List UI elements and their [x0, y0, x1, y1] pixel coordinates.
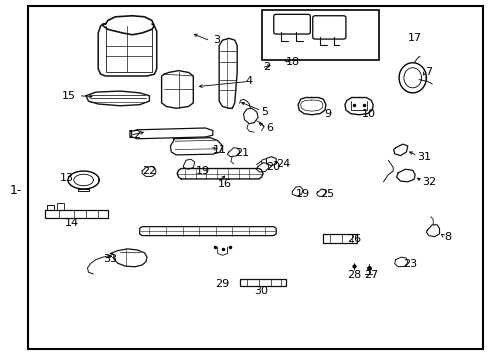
Text: 5: 5: [261, 107, 268, 117]
Text: 1-: 1-: [9, 184, 22, 197]
FancyBboxPatch shape: [273, 14, 310, 34]
Text: 24: 24: [276, 159, 290, 169]
Text: 12: 12: [127, 130, 142, 140]
Text: 26: 26: [346, 234, 360, 244]
Text: 15: 15: [62, 91, 76, 101]
Text: 29: 29: [215, 279, 229, 289]
Text: 4: 4: [245, 76, 252, 86]
Text: 30: 30: [254, 286, 268, 296]
Text: 19: 19: [195, 166, 209, 176]
Text: 33: 33: [103, 254, 117, 264]
Text: 19: 19: [295, 189, 309, 199]
Text: 9: 9: [323, 109, 330, 119]
Text: 32: 32: [422, 177, 436, 187]
Text: 8: 8: [444, 232, 450, 242]
Text: 14: 14: [64, 218, 78, 228]
Text: 20: 20: [266, 162, 280, 172]
Text: 16: 16: [217, 179, 231, 189]
Text: 18: 18: [285, 57, 300, 67]
Text: 10: 10: [361, 109, 375, 119]
Text: 6: 6: [266, 123, 273, 133]
Text: 22: 22: [142, 166, 156, 176]
Text: 27: 27: [364, 270, 378, 280]
Bar: [261, 10, 378, 60]
Text: 3: 3: [212, 35, 219, 45]
Text: 31: 31: [417, 152, 431, 162]
Text: 13: 13: [60, 173, 73, 183]
Text: 2: 2: [263, 62, 269, 72]
Text: 25: 25: [320, 189, 333, 199]
Text: 28: 28: [346, 270, 361, 280]
Text: 23: 23: [402, 259, 416, 269]
Text: 11: 11: [212, 144, 226, 154]
Text: 7: 7: [424, 67, 431, 77]
Text: 17: 17: [407, 33, 421, 43]
Text: 21: 21: [234, 148, 248, 158]
FancyBboxPatch shape: [312, 16, 345, 39]
